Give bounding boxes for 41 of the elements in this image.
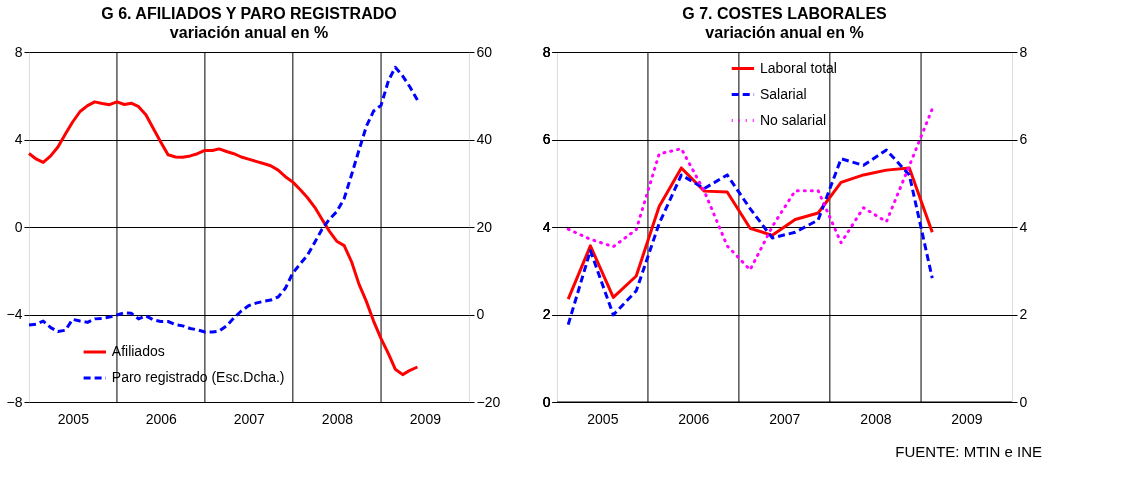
y-tick-label: 8 — [542, 43, 551, 60]
x-tick-label: 2005 — [57, 410, 90, 427]
y-tick-label: 4 — [14, 131, 23, 147]
x-tick-label: 2007 — [769, 410, 801, 427]
x-tick-label: 2005 — [587, 410, 619, 427]
y2-tick-label: −20 — [476, 393, 501, 410]
line-series — [566, 107, 934, 272]
source-note: FUENTE: MTIN e INE — [895, 443, 1042, 460]
y2-tick-label: 0 — [476, 306, 485, 322]
chart-title: G 6. AFILIADOS Y PARO REGISTRADO — [101, 5, 397, 22]
y2-tick-label: 40 — [476, 131, 493, 147]
legend-label: No salarial — [759, 111, 827, 128]
y2-tick-label: 4 — [1019, 218, 1028, 235]
x-tick-label: 2009 — [951, 410, 983, 427]
y-tick-label: 0 — [14, 218, 23, 235]
x-tick-label: 2006 — [145, 410, 178, 427]
y-tick-label: 0 — [542, 393, 551, 410]
y2-tick-label: 8 — [1019, 43, 1028, 60]
x-tick-label: 2006 — [678, 410, 710, 427]
y-tick-label: 8 — [14, 43, 23, 60]
y2-tick-label: 2 — [1019, 306, 1028, 322]
y-tick-label: 6 — [542, 131, 551, 147]
line-series — [566, 148, 934, 327]
y-tick-label: −4 — [6, 306, 23, 322]
chart-subtitle: variación anual en % — [169, 24, 329, 41]
y2-tick-label: 20 — [476, 218, 493, 235]
x-tick-label: 2008 — [860, 410, 892, 427]
legend-label: Salarial — [759, 85, 807, 102]
y-tick-label: 2 — [542, 306, 551, 322]
x-tick-label: 2007 — [233, 410, 266, 427]
x-tick-label: 2008 — [321, 410, 354, 427]
chart-title: G 7. COSTES LABORALES — [682, 5, 888, 22]
y2-tick-label: 6 — [1019, 131, 1028, 147]
x-tick-label: 2009 — [409, 410, 442, 427]
chart-subtitle: variación anual en % — [705, 24, 864, 41]
y-tick-label: 4 — [542, 218, 551, 235]
line-series — [27, 65, 419, 334]
y2-tick-label: 60 — [476, 43, 493, 60]
y2-tick-label: 0 — [1019, 393, 1028, 410]
line-series — [566, 166, 934, 301]
y-tick-label: −8 — [6, 393, 23, 410]
